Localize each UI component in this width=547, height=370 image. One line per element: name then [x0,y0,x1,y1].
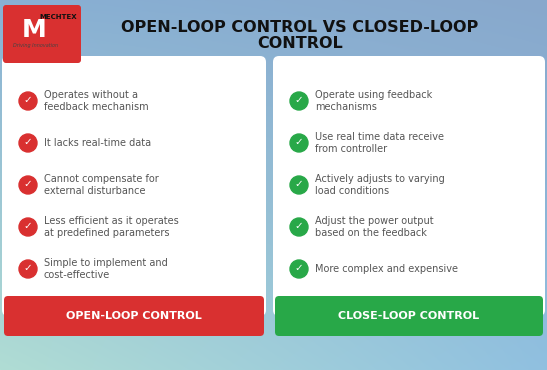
Text: ✓: ✓ [295,179,304,189]
Circle shape [19,92,37,110]
Text: It lacks real-time data: It lacks real-time data [44,138,151,148]
Text: ✓: ✓ [24,95,32,105]
Text: ✓: ✓ [295,138,304,148]
FancyBboxPatch shape [2,56,266,316]
Text: Operate using feedback
mechanisms: Operate using feedback mechanisms [315,90,432,112]
Text: ✓: ✓ [24,179,32,189]
Text: M: M [22,18,46,42]
Text: CONTROL: CONTROL [257,37,343,51]
Text: Driving Innovation: Driving Innovation [14,44,59,48]
Circle shape [19,176,37,194]
Text: Simple to implement and
cost-effective: Simple to implement and cost-effective [44,258,168,280]
Text: ✓: ✓ [295,95,304,105]
FancyBboxPatch shape [273,56,545,316]
Circle shape [19,134,37,152]
Text: ✓: ✓ [24,263,32,273]
Text: Adjust the power output
based on the feedback: Adjust the power output based on the fee… [315,216,434,238]
Circle shape [19,218,37,236]
Text: Cannot compensate for
external disturbance: Cannot compensate for external disturban… [44,174,159,196]
Text: ✓: ✓ [295,222,304,232]
Circle shape [290,176,308,194]
Text: MECHTEX: MECHTEX [39,14,77,20]
FancyBboxPatch shape [275,296,543,336]
Circle shape [290,92,308,110]
Circle shape [290,260,308,278]
Text: OPEN-LOOP CONTROL: OPEN-LOOP CONTROL [66,311,202,321]
Text: ✓: ✓ [24,222,32,232]
FancyBboxPatch shape [3,5,81,63]
Circle shape [290,218,308,236]
Text: CLOSE-LOOP CONTROL: CLOSE-LOOP CONTROL [339,311,480,321]
Text: More complex and expensive: More complex and expensive [315,264,458,274]
Text: ✓: ✓ [24,138,32,148]
Circle shape [290,134,308,152]
FancyBboxPatch shape [4,296,264,336]
Text: Less efficient as it operates
at predefined parameters: Less efficient as it operates at predefi… [44,216,179,238]
Text: Use real time data receive
from controller: Use real time data receive from controll… [315,132,444,154]
Text: ✓: ✓ [295,263,304,273]
Text: Actively adjusts to varying
load conditions: Actively adjusts to varying load conditi… [315,174,445,196]
Text: Operates without a
feedback mechanism: Operates without a feedback mechanism [44,90,149,112]
Circle shape [19,260,37,278]
Text: OPEN-LOOP CONTROL VS CLOSED-LOOP: OPEN-LOOP CONTROL VS CLOSED-LOOP [121,20,479,34]
